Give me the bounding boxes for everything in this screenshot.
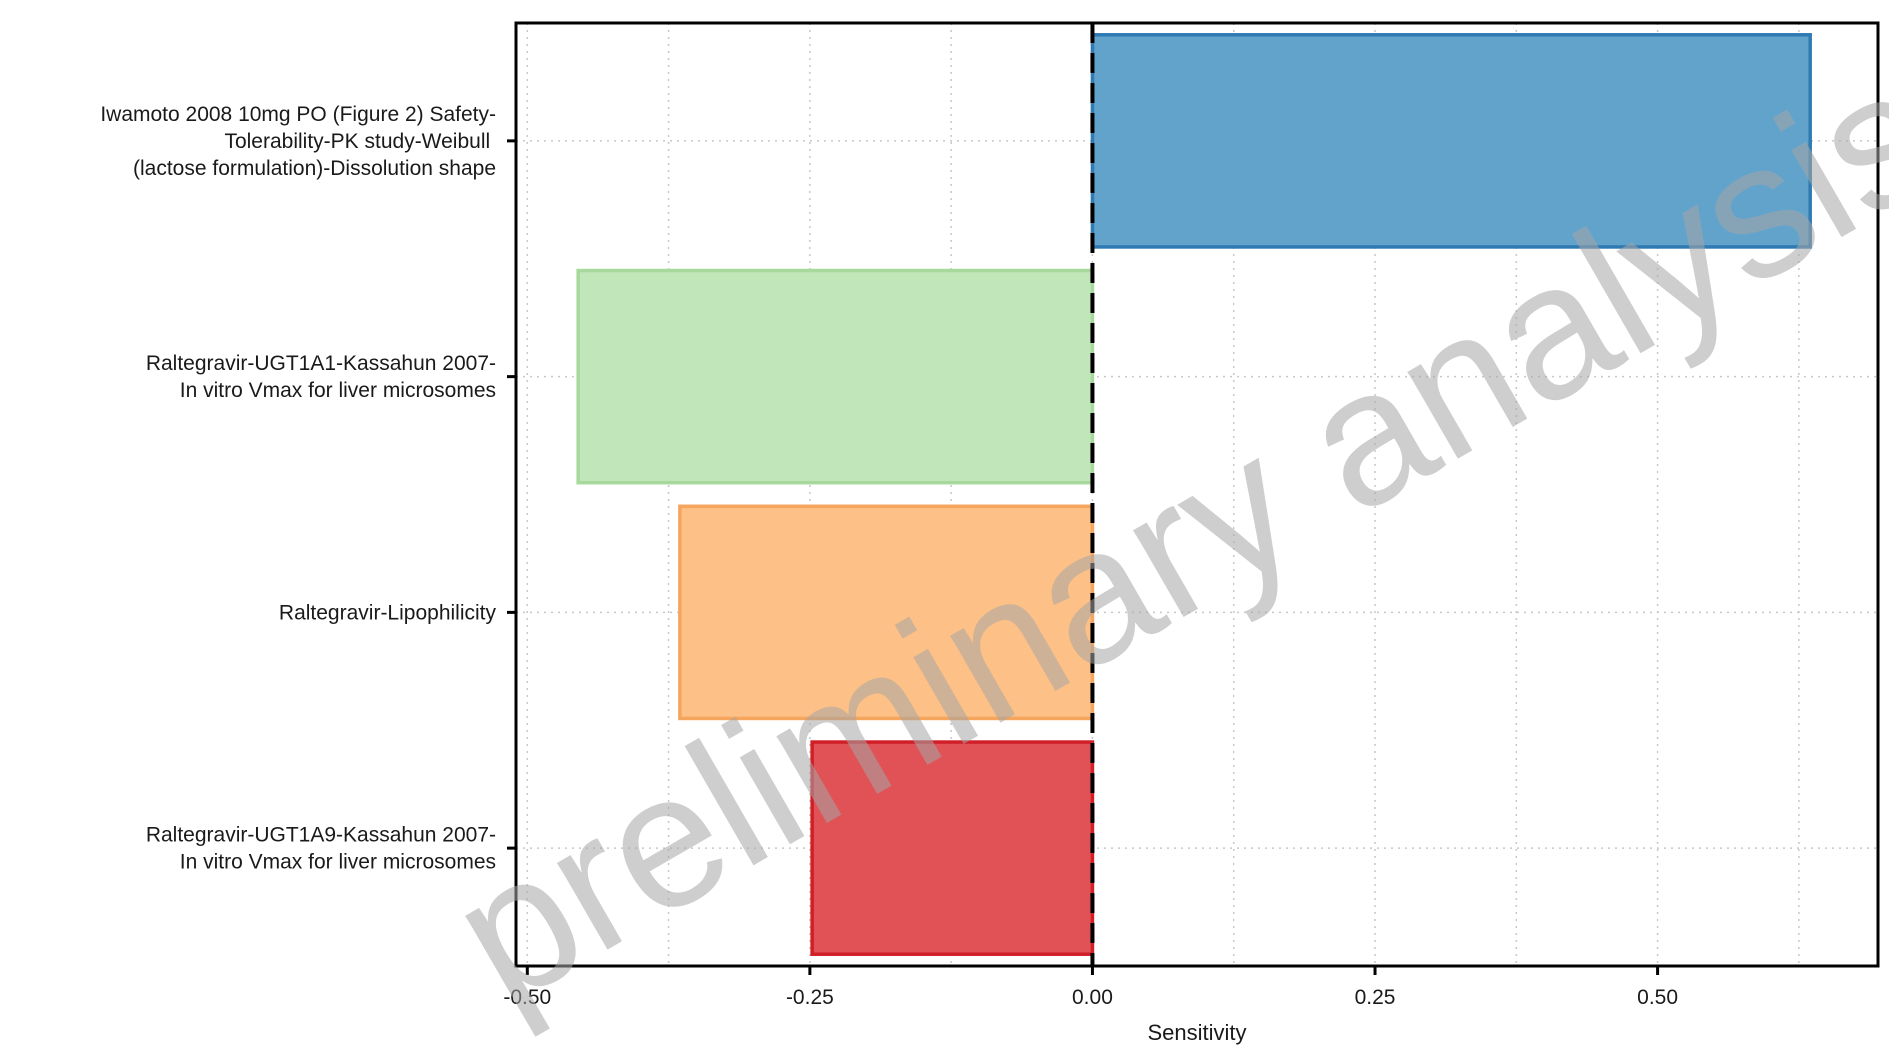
x-axis: -0.50 -0.25 0.00 0.25 0.50 [503, 966, 1678, 1009]
bars [576, 33, 1812, 956]
x-axis-title: Sensitivity [1147, 1020, 1246, 1045]
bar [810, 740, 1095, 956]
category-label: Raltegravir-Lipophilicity [279, 601, 497, 624]
category-label: Raltegravir-UGT1A9-Kassahun 2007-In vitr… [146, 824, 496, 874]
x-tick-label: 0.25 [1355, 986, 1396, 1009]
x-tick-label: 0.50 [1637, 986, 1678, 1009]
x-tick-label: -0.25 [786, 986, 834, 1009]
y-axis: Iwamoto 2008 10mg PO (Figure 2) Safety-T… [100, 103, 516, 874]
bar [1090, 33, 1812, 249]
x-tick-label: -0.50 [503, 986, 551, 1009]
bar [576, 268, 1095, 485]
category-label: Iwamoto 2008 10mg PO (Figure 2) Safety-T… [100, 103, 496, 180]
x-tick-label: 0.00 [1072, 986, 1113, 1009]
plot-frame [514, 21, 1880, 968]
category-label: Raltegravir-UGT1A1-Kassahun 2007-In vitr… [146, 352, 496, 402]
